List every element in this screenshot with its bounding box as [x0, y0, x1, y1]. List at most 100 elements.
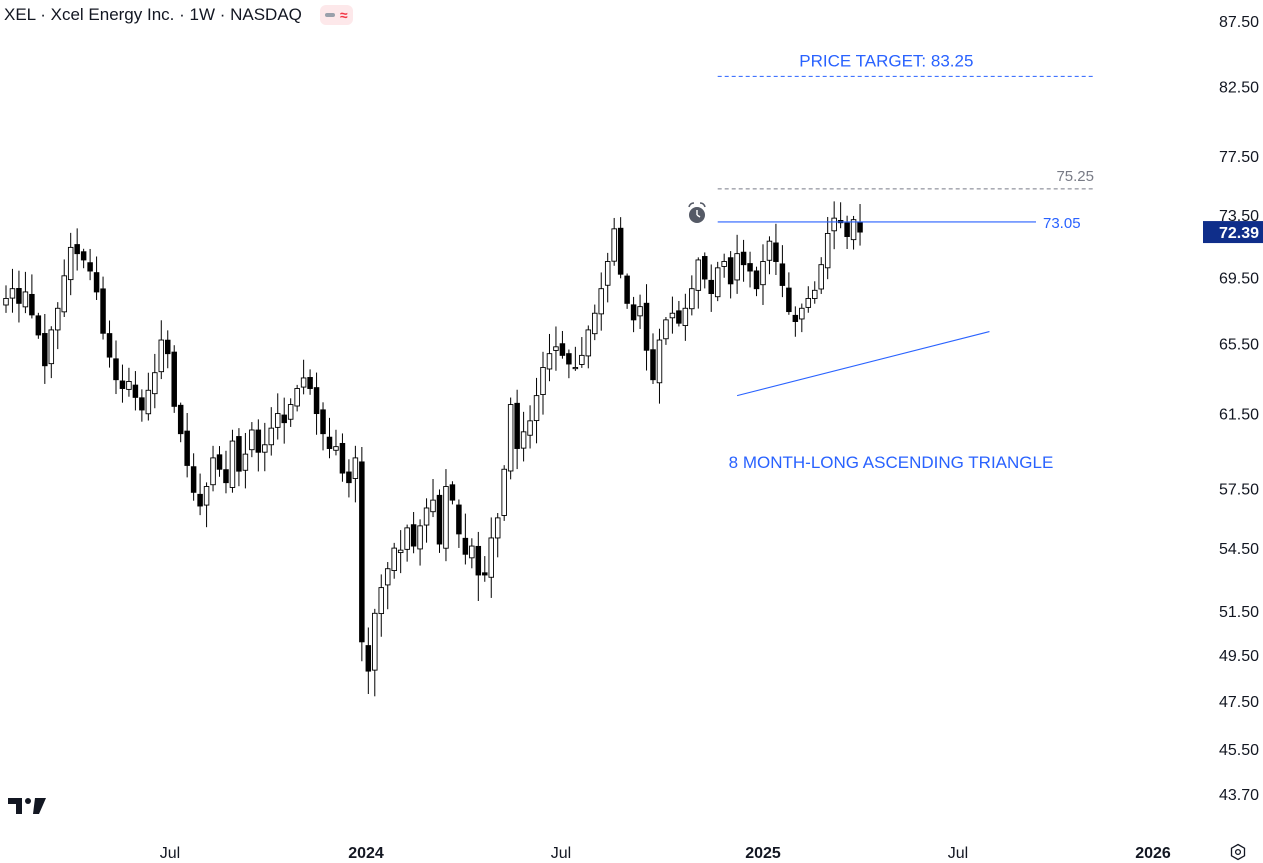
wave-icon: ≈ [339, 7, 348, 23]
candle [29, 274, 35, 319]
candle [352, 445, 359, 503]
price-tick-label: 61.50 [1219, 407, 1259, 424]
tradingview-logo-icon[interactable] [8, 796, 48, 816]
candle [449, 481, 456, 505]
candle [760, 244, 766, 305]
candle-body [164, 339, 171, 355]
candle [650, 333, 656, 385]
candle-body [326, 436, 333, 449]
candle [786, 272, 792, 315]
candle [139, 389, 145, 422]
candle-body [106, 333, 113, 358]
candle [126, 367, 132, 397]
price-tick-label: 69.50 [1219, 270, 1259, 287]
candle [617, 217, 624, 279]
candle [494, 513, 501, 558]
candle [805, 286, 812, 313]
price-axis[interactable]: 87.50 82.50 77.50 73.50 69.50 65.50 61.50 57.50… [1203, 14, 1263, 804]
candle-body [16, 288, 22, 304]
candle [404, 524, 410, 562]
candle-body [689, 288, 695, 310]
candle-body [663, 319, 669, 340]
candle-body [799, 307, 805, 320]
pattern-label: 8 MONTH-LONG ASCENDING TRIANGLE [729, 453, 1054, 472]
candle [527, 405, 533, 449]
candle-body [643, 302, 650, 351]
candle [857, 204, 863, 246]
candle-body [365, 645, 372, 672]
candle-body [753, 270, 760, 290]
candle [837, 202, 844, 229]
candle [592, 304, 598, 341]
candle [35, 312, 42, 339]
candle [747, 251, 753, 288]
price-tick-label: 43.70 [1219, 787, 1259, 804]
candle-body [268, 427, 275, 446]
candle [663, 317, 669, 345]
candle-body [436, 494, 443, 545]
price-tick-label: 45.50 [1219, 742, 1259, 759]
candle [3, 285, 9, 313]
candle [585, 325, 592, 369]
candle [676, 300, 682, 327]
candle [740, 239, 747, 282]
candle-body [372, 612, 378, 671]
indicator-badges[interactable]: ≈ [319, 5, 353, 25]
time-axis[interactable]: Jul 2024 Jul 2025 Jul 2026 [160, 845, 1171, 862]
candle-body [262, 444, 268, 453]
candle-body [669, 312, 676, 319]
candle [695, 257, 702, 309]
candle-body [333, 446, 339, 451]
candle [113, 340, 119, 395]
candle-body [734, 253, 740, 281]
candle-body [469, 545, 475, 559]
candle [158, 320, 165, 380]
candle-body [650, 349, 656, 381]
candle [397, 530, 404, 574]
candle [384, 562, 391, 610]
candle [824, 216, 831, 280]
candle [488, 517, 495, 598]
candle-body [824, 232, 831, 269]
candle [313, 372, 320, 435]
candle-body [410, 524, 417, 547]
candle-body [656, 339, 663, 384]
candle [242, 432, 249, 489]
candle-body [93, 272, 100, 293]
candle-body [766, 240, 773, 261]
symbol-title[interactable]: XEL · Xcel Energy Inc. · 1W · NASDAQ [4, 5, 302, 24]
candle [145, 372, 152, 421]
candle-body [229, 440, 236, 488]
candle [287, 398, 294, 427]
time-tick-label: Jul [160, 845, 180, 862]
candle [184, 413, 190, 478]
candle [93, 256, 100, 300]
candle [268, 407, 275, 456]
candle [540, 351, 546, 415]
candle [320, 402, 326, 451]
settings-gear-icon[interactable] [1229, 843, 1247, 861]
candle-body [805, 297, 812, 308]
candle [643, 284, 650, 371]
candle-body [339, 442, 346, 474]
candle-body [831, 217, 837, 232]
candle [9, 268, 16, 313]
candle-body [566, 353, 572, 365]
candle-body [113, 358, 119, 381]
candle-body [216, 454, 223, 470]
candle [630, 296, 637, 333]
candle [501, 465, 507, 521]
candle [203, 482, 210, 528]
candle [514, 389, 520, 470]
candle-body [67, 246, 74, 281]
candle [708, 264, 714, 312]
candle [67, 232, 74, 296]
candle-body [630, 304, 637, 321]
candle [255, 419, 262, 472]
candle-body [792, 314, 799, 322]
candle [339, 433, 346, 482]
candle [80, 248, 87, 269]
price-tick-label: 51.50 [1219, 604, 1259, 621]
candle-body [236, 436, 242, 472]
